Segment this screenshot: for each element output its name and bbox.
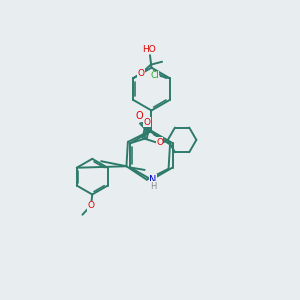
Text: O: O [143, 118, 151, 127]
Text: O: O [136, 111, 143, 121]
Text: H: H [150, 182, 156, 191]
Text: Cl: Cl [150, 71, 159, 80]
Text: O: O [87, 201, 94, 210]
Text: HO: HO [142, 45, 156, 54]
Text: O: O [156, 138, 163, 147]
Text: N: N [149, 175, 157, 185]
Text: O: O [138, 68, 145, 77]
